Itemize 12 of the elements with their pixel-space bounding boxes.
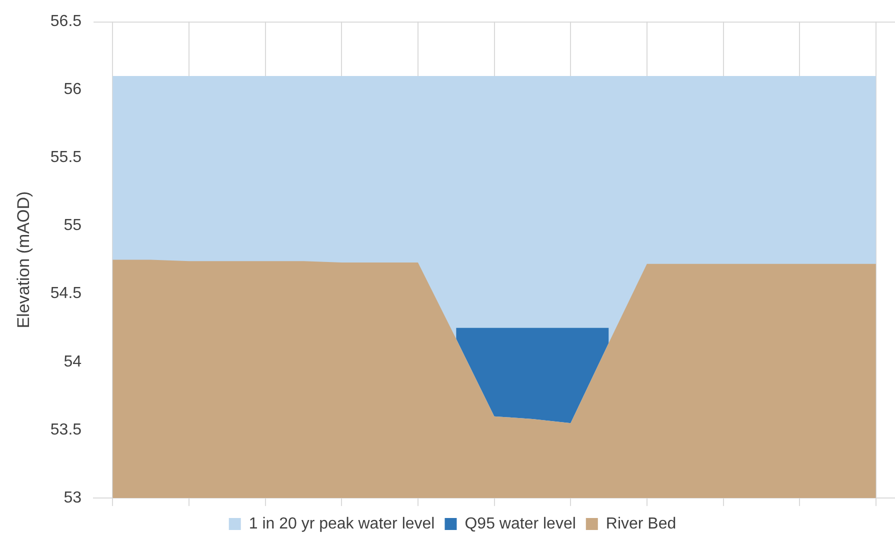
y-axis-title: Elevation (mAOD) — [14, 191, 33, 328]
y-tick-label: 53.5 — [50, 421, 82, 438]
legend-label: 1 in 20 yr peak water level — [248, 515, 435, 532]
y-tick-label: 55.5 — [50, 149, 82, 166]
legend-label: Q95 water level — [464, 515, 576, 532]
y-tick-label: 56.5 — [50, 13, 82, 30]
legend-label: River Bed — [606, 515, 676, 532]
y-tick-label: 53 — [64, 489, 82, 506]
y-tick-label: 56 — [64, 81, 82, 98]
y-tick-label: 54 — [64, 353, 82, 370]
y-tick-label: 55 — [64, 217, 82, 234]
y-tick-label: 54.5 — [50, 285, 82, 302]
